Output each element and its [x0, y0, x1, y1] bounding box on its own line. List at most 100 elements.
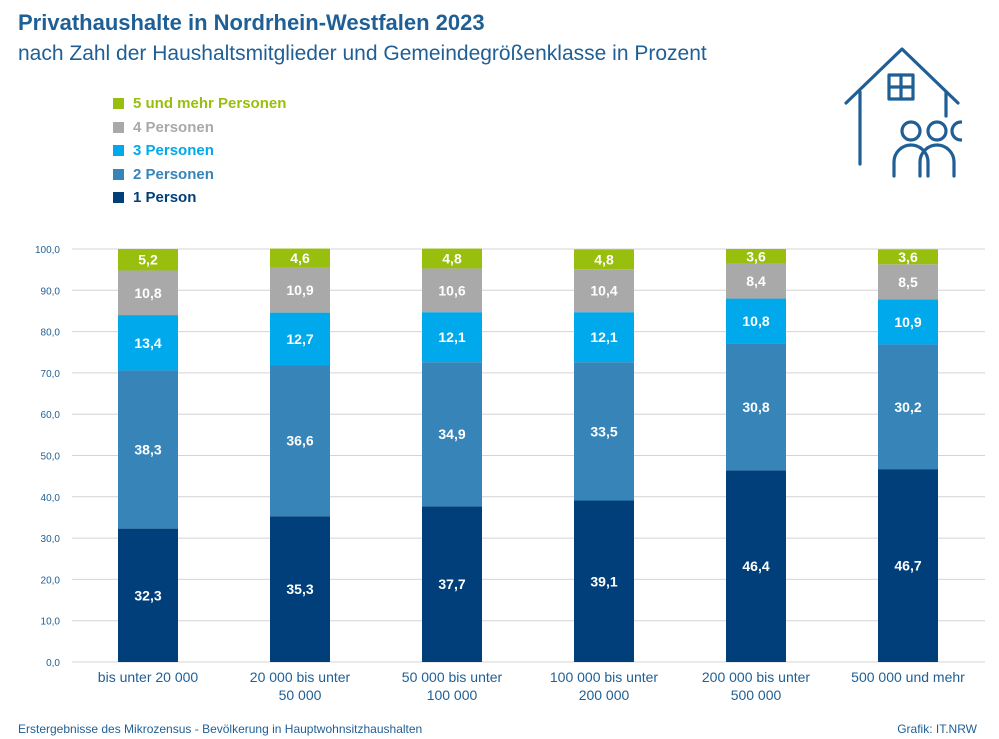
data-label: 10,4 — [590, 283, 617, 299]
legend-label: 3 Personen — [133, 142, 214, 160]
data-label: 5,2 — [138, 252, 158, 268]
data-label: 10,8 — [742, 313, 769, 329]
legend-swatch — [113, 145, 124, 157]
x-category-label: bis unter 20 000 — [98, 669, 199, 685]
legend-swatch — [113, 168, 124, 180]
bar-segment — [422, 312, 482, 363]
y-tick-label: 20,0 — [41, 575, 61, 586]
legend-swatch — [113, 192, 124, 204]
data-label: 12,1 — [590, 329, 617, 345]
bar-segment — [422, 506, 482, 662]
source-note: Erstergebnisse des Mikrozensus - Bevölke… — [18, 722, 423, 736]
bar-segment — [878, 264, 938, 300]
legend-item: 3 Personen — [113, 139, 286, 163]
bar-segment — [878, 344, 938, 470]
bar-segment — [422, 268, 482, 313]
data-label: 30,2 — [894, 399, 921, 415]
bar-segment — [118, 315, 178, 371]
bar-segment — [726, 343, 786, 471]
bar-segment — [726, 470, 786, 662]
graphic-credit: Grafik: IT.NRW — [897, 722, 977, 736]
data-label: 12,1 — [438, 329, 465, 345]
legend-label: 2 Personen — [133, 165, 214, 183]
x-category-label: 20 000 bis unter — [250, 669, 351, 685]
bar-segment — [270, 365, 330, 517]
bar-segment — [726, 263, 786, 299]
data-label: 30,8 — [742, 399, 769, 415]
bar-segment — [118, 370, 178, 529]
x-category-label: 100 000 bis unter — [550, 669, 659, 685]
bar-segment — [270, 248, 330, 268]
legend-item: 5 und mehr Personen — [113, 92, 286, 116]
data-label: 38,3 — [134, 442, 161, 458]
bar-segment — [118, 270, 178, 316]
bar-segment — [270, 267, 330, 313]
house-with-family-icon — [844, 47, 962, 178]
bar-segment — [118, 528, 178, 662]
data-label: 37,7 — [438, 576, 465, 592]
data-label: 33,5 — [590, 423, 617, 439]
data-label: 12,7 — [286, 331, 313, 347]
stacked-bar-chart: 0,0 10,0 20,0 30,0 40,0 50,0 60,0 70,0 80,0 90,0 1… — [35, 245, 985, 703]
data-label: 35,3 — [286, 581, 313, 597]
data-label: 10,6 — [438, 282, 465, 298]
x-category-label: 500 000 — [731, 687, 782, 703]
data-label: 4,8 — [594, 251, 614, 267]
data-label: 3,6 — [898, 249, 918, 265]
data-label: 10,9 — [286, 282, 313, 298]
data-label: 10,9 — [894, 314, 921, 330]
data-label: 3,6 — [746, 248, 766, 264]
legend-label: 4 Personen — [133, 118, 214, 136]
bar-segment — [726, 249, 786, 264]
bar-segment — [574, 500, 634, 662]
legend-label: 5 und mehr Personen — [133, 95, 287, 113]
bar-segment — [574, 362, 634, 501]
legend-item: 2 Personen — [113, 163, 286, 187]
bar-segment — [270, 516, 330, 662]
bar-segment — [574, 312, 634, 363]
y-tick-label: 30,0 — [41, 534, 61, 545]
x-category-label: 200 000 bis unter — [702, 669, 811, 685]
data-label: 13,4 — [134, 335, 161, 351]
data-label: 39,1 — [590, 573, 617, 589]
y-tick-label: 90,0 — [41, 286, 61, 297]
bar-segment — [878, 469, 938, 662]
data-label: 8,5 — [898, 274, 918, 290]
y-tick-label: 80,0 — [41, 328, 61, 339]
data-label: 34,9 — [438, 426, 465, 442]
bar-segment — [574, 269, 634, 313]
legend-item: 1 Person — [113, 186, 286, 210]
x-category-label: 100 000 — [427, 687, 478, 703]
data-label: 8,4 — [746, 273, 766, 289]
legend: 5 und mehr Personen 4 Personen 3 Personen 2… — [113, 92, 286, 210]
x-category-label: 200 000 — [579, 687, 630, 703]
x-category-label: 50 000 bis unter — [402, 669, 503, 685]
legend-item: 4 Personen — [113, 116, 286, 140]
bar-segment — [878, 299, 938, 345]
y-tick-label: 60,0 — [41, 410, 61, 421]
bar-segment — [422, 362, 482, 507]
y-tick-label: 0,0 — [46, 658, 60, 669]
data-label: 36,6 — [286, 433, 313, 449]
bar-segment — [270, 312, 330, 366]
bar-segment — [574, 249, 634, 270]
legend-swatch — [113, 98, 124, 110]
y-tick-label: 70,0 — [41, 369, 61, 380]
legend-swatch — [113, 121, 124, 133]
x-category-label: 500 000 und mehr — [851, 669, 965, 685]
bar-segment — [726, 298, 786, 344]
data-label: 10,8 — [134, 285, 161, 301]
x-category-label: 50 000 — [279, 687, 322, 703]
bar-segment — [878, 249, 938, 265]
data-label: 4,6 — [290, 250, 310, 266]
data-label: 4,8 — [442, 250, 462, 266]
chart-subtitle: nach Zahl der Haushaltsmitglieder und Ge… — [18, 42, 707, 65]
data-label: 46,7 — [894, 558, 921, 574]
y-tick-label: 10,0 — [41, 617, 61, 628]
data-label: 46,4 — [742, 558, 769, 574]
y-tick-label: 100,0 — [35, 245, 60, 256]
bar-segment — [118, 249, 178, 271]
chart-title: Privathaushalte in Nordrhein-Westfalen 2… — [18, 10, 485, 35]
y-tick-label: 40,0 — [41, 493, 61, 504]
legend-label: 1 Person — [133, 189, 197, 207]
